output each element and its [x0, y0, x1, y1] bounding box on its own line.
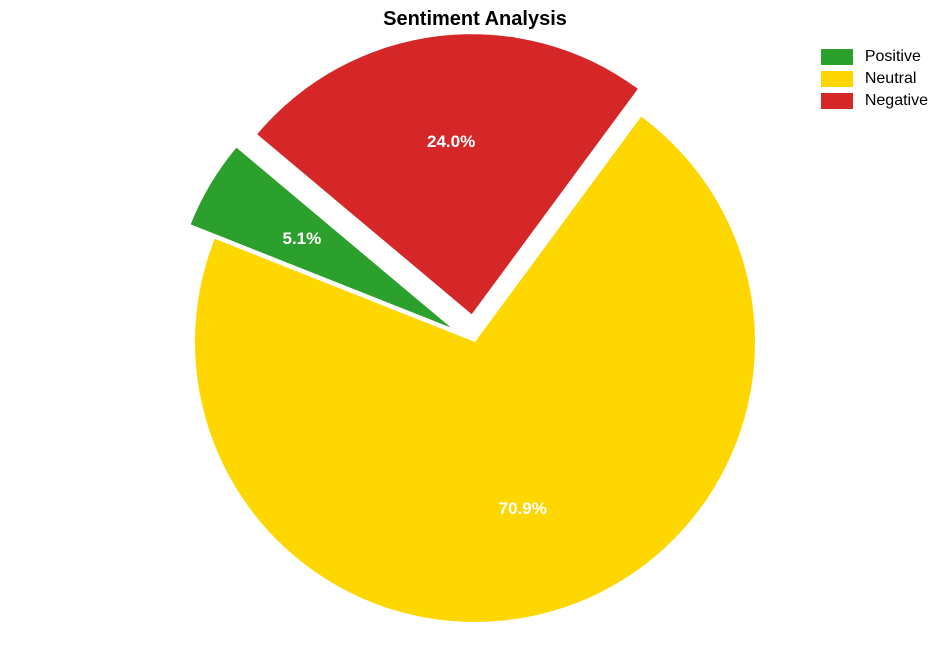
slice-label-positive: 5.1% [282, 229, 321, 249]
slice-label-negative: 24.0% [427, 132, 475, 152]
legend-label-positive: Positive [865, 48, 921, 66]
legend: Positive Neutral Negative [821, 48, 928, 114]
legend-label-neutral: Neutral [865, 70, 917, 88]
slice-label-neutral: 70.9% [499, 499, 547, 519]
legend-swatch-positive [821, 49, 853, 65]
legend-swatch-neutral [821, 71, 853, 87]
sentiment-pie-chart: Sentiment Analysis 5.1%70.9%24.0% Positi… [0, 0, 950, 662]
legend-item-negative: Negative [821, 92, 928, 110]
legend-label-negative: Negative [865, 92, 928, 110]
legend-item-positive: Positive [821, 48, 928, 66]
legend-swatch-negative [821, 93, 853, 109]
legend-item-neutral: Neutral [821, 70, 928, 88]
pie-svg [0, 0, 950, 662]
